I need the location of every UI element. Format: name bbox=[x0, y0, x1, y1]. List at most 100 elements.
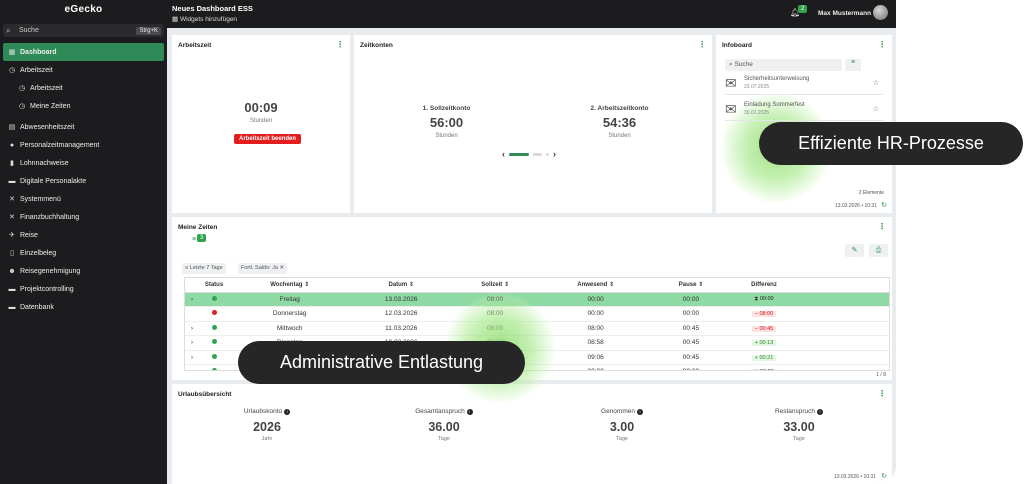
cell-wochentag: Mittwoch bbox=[229, 321, 351, 336]
filter-icon[interactable]: ≡ bbox=[191, 236, 197, 243]
infoboard-search-input[interactable]: ⌕ Suche bbox=[725, 59, 842, 71]
user-name[interactable]: Max Mustermann bbox=[818, 10, 872, 17]
col-pause[interactable]: Pause ⇕ bbox=[652, 278, 729, 293]
sidebar-item-systemmenue[interactable]: ✕ Systemmenü bbox=[0, 190, 167, 208]
sidebar-item-label: Finanzbuchhaltung bbox=[20, 213, 80, 221]
dashboard-title: Neues Dashboard ESS bbox=[172, 4, 253, 13]
chevron-left-icon[interactable]: ‹ bbox=[502, 149, 505, 159]
refresh-icon[interactable]: ↻ bbox=[881, 473, 887, 480]
sidebar-search-input[interactable]: Suche bbox=[19, 27, 39, 34]
card-title: Arbeitszeit bbox=[178, 42, 212, 49]
urlaub-rest: Restanspruch i 33.00 Tage bbox=[739, 408, 859, 442]
col-sollzeit[interactable]: Sollzeit ⇕ bbox=[451, 278, 539, 293]
pager-dot[interactable] bbox=[533, 152, 542, 156]
infoboard-item[interactable]: ✉ Sicherheitsunterweisung 23.07.2025 ☆ bbox=[725, 73, 883, 95]
avatar[interactable] bbox=[873, 5, 888, 20]
app-logo: eGecko bbox=[64, 4, 103, 15]
sidebar-search[interactable]: ⌕ Suche Strg+K bbox=[3, 24, 164, 37]
cell-anwesend: 00:00 bbox=[538, 364, 653, 370]
status-cell bbox=[199, 321, 229, 336]
pager-dot-active[interactable] bbox=[509, 152, 529, 156]
close-icon[interactable]: ✕ bbox=[279, 265, 285, 271]
info-icon[interactable]: i bbox=[817, 409, 824, 415]
zeitkonten-card: Zeitkonten ⋮ 1. Sollzeitkonto 56:00 Stun… bbox=[354, 35, 712, 213]
status-dot bbox=[211, 310, 217, 316]
pager-dot[interactable] bbox=[546, 152, 549, 156]
filter-chip[interactable]: ≡ Letzte 7 Tage bbox=[182, 263, 226, 274]
cell-pause: 00:00 bbox=[652, 364, 729, 370]
sidebar-item-label: Dashboard bbox=[20, 48, 57, 56]
clock-icon: ◷ bbox=[8, 67, 16, 74]
chip-label: Letzte 7 Tage bbox=[189, 265, 223, 271]
status-cell bbox=[199, 306, 229, 322]
filter-icon[interactable]: ≡ bbox=[845, 59, 861, 71]
print-icon[interactable]: ⎙ bbox=[869, 244, 888, 257]
sidebar-item-reise[interactable]: ✈ Reise bbox=[0, 226, 167, 244]
status-dot bbox=[211, 353, 217, 359]
sidebar-item-arbeitszeit[interactable]: ◷ Arbeitszeit bbox=[0, 61, 167, 79]
expand-chevron-icon[interactable]: › bbox=[185, 350, 199, 365]
account-unit: Stunden bbox=[435, 133, 458, 139]
info-icon[interactable]: i bbox=[284, 409, 291, 415]
add-widgets-button[interactable]: ▦ Widgets hinzufügen bbox=[172, 15, 237, 23]
sidebar-item-datenbank[interactable]: ▬ Datenbank bbox=[0, 298, 167, 316]
cell-differenz: ⧗ 00:00 bbox=[729, 364, 799, 370]
info-icon[interactable]: i bbox=[636, 409, 643, 415]
item-title: Einladung Sommerfest bbox=[744, 102, 805, 108]
status-cell bbox=[199, 335, 229, 351]
card-title: Urlaubsübersicht bbox=[178, 391, 232, 398]
bell-icon[interactable]: 🔔︎ bbox=[790, 8, 801, 17]
expand-chevron-icon[interactable] bbox=[185, 306, 199, 322]
end-worktime-button[interactable]: Arbeitszeit beenden bbox=[234, 134, 302, 144]
col-datum[interactable]: Datum ⇕ bbox=[350, 278, 452, 293]
sidebar-item-lohnnachweise[interactable]: ▮ Lohnnachweise bbox=[0, 154, 167, 172]
sidebar-item-label: Einzelbeleg bbox=[20, 249, 57, 257]
sidebar-item-projektcontrolling[interactable]: ▬ Projektcontrolling bbox=[0, 280, 167, 298]
chevron-right-icon[interactable]: › bbox=[553, 149, 556, 159]
expand-chevron-icon[interactable]: › bbox=[185, 292, 199, 307]
col-anwesend[interactable]: Anwesend ⇕ bbox=[538, 278, 653, 293]
info-icon[interactable]: i bbox=[466, 409, 473, 415]
kebab-menu-icon[interactable]: ⋮ bbox=[878, 389, 886, 398]
edit-icon[interactable]: ✎ bbox=[845, 244, 864, 257]
sidebar-item-einzelbeleg[interactable]: ▯ Einzelbeleg bbox=[0, 244, 167, 262]
kebab-menu-icon[interactable]: ⋮ bbox=[336, 40, 344, 49]
urlaub-unit: Tage bbox=[616, 436, 628, 442]
table-header-row: Status Wochentag ⇕ Datum ⇕ Sollzeit ⇕ An… bbox=[185, 278, 889, 293]
filter-count-badge: 3 bbox=[197, 234, 207, 242]
status-cell bbox=[199, 350, 229, 365]
infoboard-item[interactable]: ✉ Einladung Sommerfest 30.01.2025 ☆ bbox=[725, 99, 883, 121]
sidebar-item-label: Arbeitszeit bbox=[30, 84, 63, 92]
expand-chevron-icon[interactable]: › bbox=[185, 364, 199, 370]
arbeitszeit-card: Arbeitszeit ⋮ 00:09 Stunden Arbeitszeit … bbox=[172, 35, 350, 213]
col-wochentag[interactable]: Wochentag ⇕ bbox=[229, 278, 351, 293]
star-icon[interactable]: ☆ bbox=[872, 106, 879, 113]
refresh-icon[interactable]: ↻ bbox=[881, 202, 887, 209]
cell-wochentag: Donnerstag bbox=[229, 306, 351, 322]
sidebar-subitem-arbeitszeit[interactable]: ◷ Arbeitszeit bbox=[0, 79, 167, 97]
expand-chevron-icon[interactable]: › bbox=[185, 335, 199, 351]
grid-icon: ▦ bbox=[172, 16, 180, 23]
sidebar-item-dashboard[interactable]: ▦ Dashboard bbox=[3, 43, 164, 61]
kebab-menu-icon[interactable]: ⋮ bbox=[878, 40, 886, 49]
worktime-unit: Stunden bbox=[249, 118, 273, 124]
kebab-menu-icon[interactable]: ⋮ bbox=[698, 40, 706, 49]
expand-chevron-icon[interactable]: › bbox=[185, 321, 199, 336]
sidebar-item-reisegenehmigung[interactable]: ☻ Reisegenehmigung bbox=[0, 262, 167, 280]
cell-differenz: + 00:21 bbox=[729, 350, 799, 365]
account-1: 1. Sollzeitkonto 56:00 Stunden bbox=[399, 105, 494, 139]
sidebar-item-finanzbuchhaltung[interactable]: ✕ Finanzbuchhaltung bbox=[0, 208, 167, 226]
sidebar-item-abwesenheitszeit[interactable]: ▤ Abwesenheitszeit bbox=[0, 118, 167, 136]
sidebar-item-personalakte[interactable]: ▬ Digitale Personalakte bbox=[0, 172, 167, 190]
star-icon[interactable]: ☆ bbox=[872, 80, 879, 87]
status-cell bbox=[199, 292, 229, 307]
sidebar-item-label: Reisegenehmigung bbox=[20, 267, 81, 275]
kebab-menu-icon[interactable]: ⋮ bbox=[878, 222, 886, 231]
diff-badge: − 00:45 bbox=[751, 325, 777, 332]
cell-datum: 13.03.2026 bbox=[350, 292, 452, 307]
filter-chip[interactable]: Fortl. Saldo: Ja ✕ bbox=[238, 263, 288, 274]
sidebar-item-personalzeitmanagement[interactable]: ● Personalzeitmanagement bbox=[0, 136, 167, 154]
sidebar-subitem-meine-zeiten[interactable]: ◷ Meine Zeiten bbox=[0, 97, 167, 115]
